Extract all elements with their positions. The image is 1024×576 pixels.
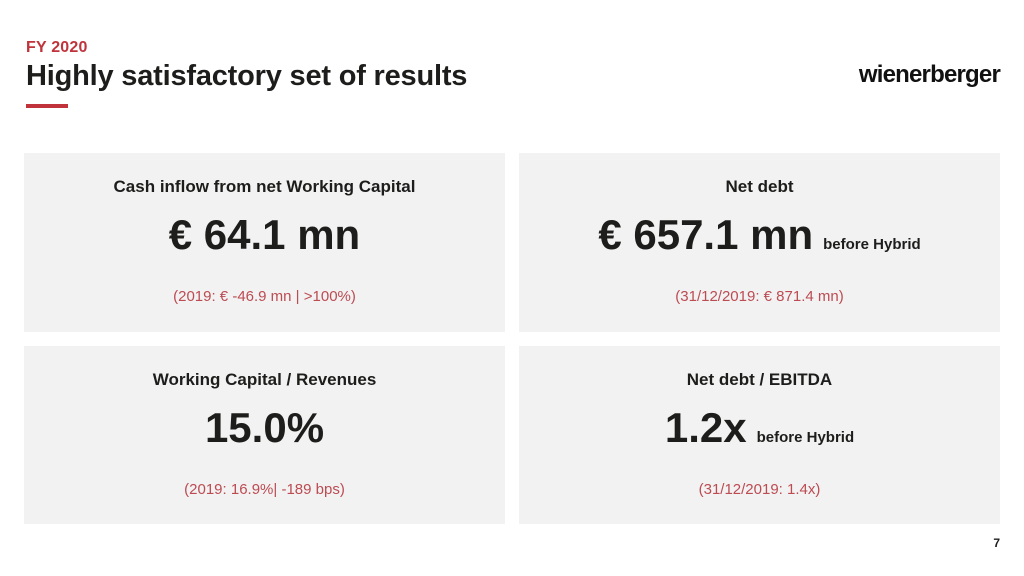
page-number: 7 <box>993 536 1000 550</box>
slide-header: FY 2020 Highly satisfactory set of resul… <box>26 38 467 108</box>
card-value: 1.2x <box>664 403 747 451</box>
card-value: € 657.1 mn <box>598 211 814 258</box>
card-value-row: 1.2x before Hybrid <box>665 403 854 453</box>
card-value: 15.0% <box>204 403 325 451</box>
card-value: € 64.1 mn <box>168 211 361 258</box>
slide-title: Highly satisfactory set of results <box>26 60 468 92</box>
metric-card-working-capital-revenues: Working Capital / Revenues 15.0% (2019: … <box>24 345 505 524</box>
metric-card-net-debt: Net debt € 657.1 mn before Hybrid (31/12… <box>519 153 1000 332</box>
metric-card-working-capital-inflow: Cash inflow from net Working Capital € 6… <box>24 153 505 332</box>
card-comparison-note: (2019: € -46.9 mn | >100%) <box>173 288 356 305</box>
company-logo: wienerberger <box>858 61 1001 88</box>
card-value-suffix: before Hybrid <box>823 236 921 253</box>
card-comparison-note: (31/12/2019: 1.4x) <box>698 480 821 498</box>
slide-eyebrow: FY 2020 <box>26 39 88 56</box>
metric-card-net-debt-ebitda: Net debt / EBITDA 1.2x before Hybrid (31… <box>519 345 1000 524</box>
kpi-grid: Cash inflow from net Working Capital € 6… <box>24 153 1000 524</box>
title-underline <box>26 104 68 108</box>
card-comparison-note: (2019: 16.9%| -189 bps) <box>184 480 345 498</box>
card-value-row: € 657.1 mn before Hybrid <box>598 210 920 260</box>
card-title: Cash inflow from net Working Capital <box>113 177 416 196</box>
card-value-row: 15.0% <box>205 403 324 453</box>
card-title: Net debt / EBITDA <box>686 369 833 389</box>
card-value-suffix: before Hybrid <box>756 428 855 446</box>
card-value-row: € 64.1 mn <box>169 210 360 260</box>
card-title: Net debt <box>725 177 794 196</box>
card-title: Working Capital / Revenues <box>152 369 377 389</box>
card-comparison-note: (31/12/2019: € 871.4 mn) <box>675 288 844 305</box>
